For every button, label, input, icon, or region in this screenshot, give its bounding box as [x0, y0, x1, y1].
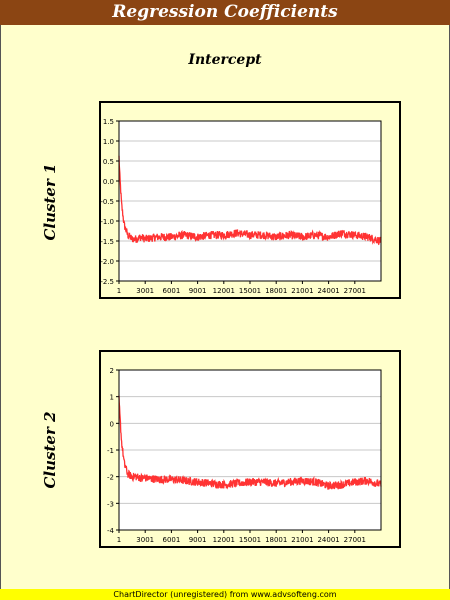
x-tick-label: 18001 — [265, 536, 287, 544]
y-tick-label: 2 — [110, 367, 114, 375]
x-tick-label: 15001 — [239, 287, 261, 295]
x-tick-label: 12001 — [213, 536, 235, 544]
series-line — [118, 155, 382, 246]
x-tick-label: 12001 — [213, 287, 235, 295]
series-line — [118, 395, 382, 491]
x-tick-label: 18001 — [265, 287, 287, 295]
x-tick-label: 9001 — [189, 287, 207, 295]
x-tick-label: 9001 — [189, 536, 207, 544]
x-tick-label: 24001 — [317, 287, 339, 295]
x-tick-label: 3001 — [136, 287, 154, 295]
x-tick-label: 6001 — [162, 287, 180, 295]
x-tick-label: 27001 — [344, 536, 366, 544]
x-tick-label: 3001 — [136, 536, 154, 544]
x-tick-label: 1 — [117, 287, 121, 295]
y-tick-label: -3 — [107, 500, 114, 508]
y-tick-label: 1 — [110, 394, 114, 402]
y-tick-label: 0.0 — [103, 178, 114, 186]
y-tick-label: 1.5 — [103, 118, 114, 126]
y-tick-label: 0 — [110, 420, 114, 428]
y-tick-label: -0.5 — [100, 198, 114, 206]
x-tick-label: 27001 — [344, 287, 366, 295]
y-tick-label: -1 — [107, 447, 114, 455]
page-title: Regression Coefficients — [0, 0, 450, 25]
y-tick-label: -4 — [107, 527, 115, 535]
y-tick-label: 1.0 — [103, 138, 114, 146]
x-tick-label: 1 — [117, 536, 121, 544]
y-tick-label: -1.0 — [100, 218, 114, 226]
plot-border — [118, 120, 382, 282]
y-tick-label: -2 — [107, 474, 114, 482]
x-tick-label: 6001 — [162, 536, 180, 544]
y-tick-label: -2.0 — [100, 258, 114, 266]
y-tick-label: -2.5 — [100, 278, 114, 286]
x-tick-label: 21001 — [291, 536, 313, 544]
chart-subtitle: Intercept — [188, 52, 262, 68]
plot-border — [118, 369, 382, 531]
footer-text: ChartDirector (unregistered) from www.ad… — [0, 589, 450, 600]
x-tick-label: 24001 — [317, 536, 339, 544]
x-tick-label: 21001 — [291, 287, 313, 295]
x-tick-label: 15001 — [239, 536, 261, 544]
y-tick-label: -1.5 — [100, 238, 114, 246]
y-tick-label: 0.5 — [103, 158, 114, 166]
